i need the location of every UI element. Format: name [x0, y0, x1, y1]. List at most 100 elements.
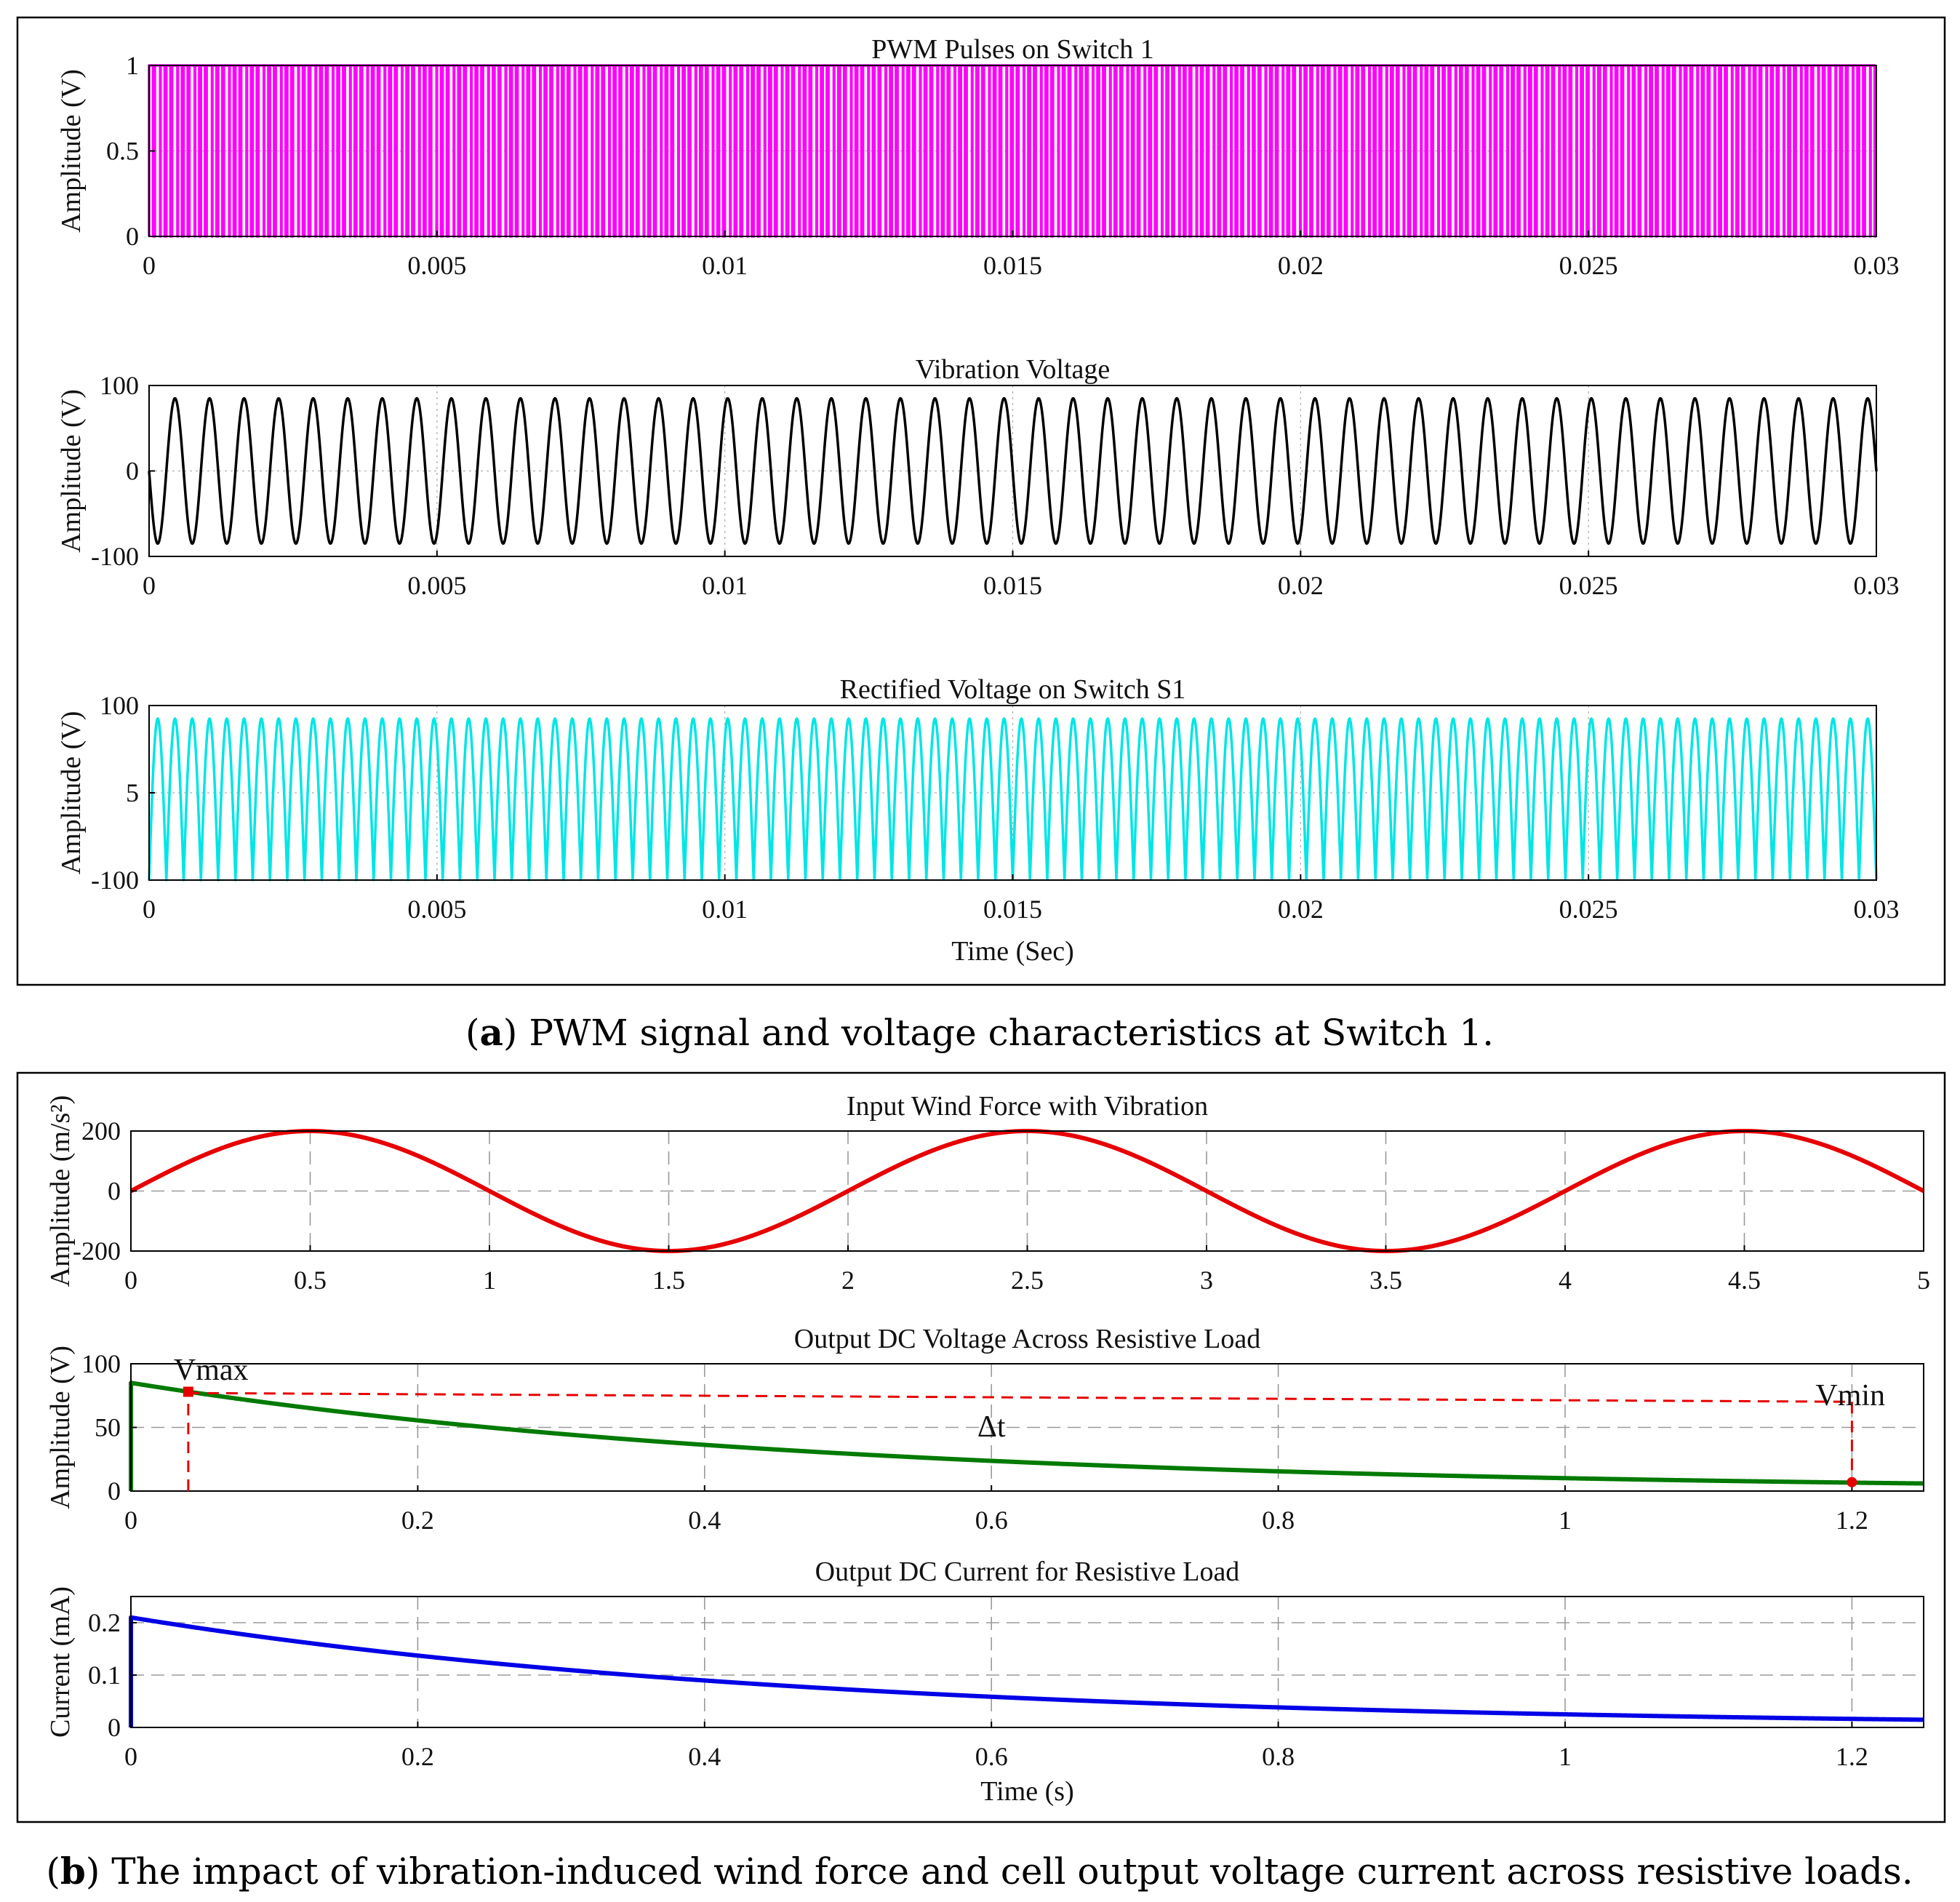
- x-tick-label: 3: [1200, 1266, 1213, 1295]
- x-axis-label: Time (s): [980, 1776, 1073, 1807]
- x-tick-label: 0.03: [1854, 895, 1900, 924]
- x-tick-label: 0.01: [702, 571, 748, 600]
- x-tick-label: 1: [483, 1266, 496, 1295]
- x-tick-label: 0.6: [975, 1506, 1008, 1535]
- caption-b: (b) The impact of vibration-induced wind…: [46, 1850, 1913, 1893]
- x-tick-label: 0.4: [688, 1506, 721, 1535]
- x-tick-label: 0.02: [1278, 895, 1324, 924]
- y-tick-label: 0.5: [106, 137, 139, 166]
- caption-a-text: PWM signal and voltage characteristics a…: [529, 1012, 1494, 1054]
- y-axis-label: Current (mA): [45, 1586, 76, 1738]
- plot-frame: [130, 1596, 1924, 1728]
- x-tick-label: 0: [143, 251, 156, 280]
- series-line: [148, 396, 1878, 546]
- x-tick-label: 3.5: [1369, 1266, 1402, 1295]
- y-tick-label: -100: [91, 542, 139, 571]
- x-tick-label: 0.005: [407, 571, 466, 600]
- x-tick-label: 0: [143, 571, 156, 600]
- y-tick-label: 100: [81, 1349, 121, 1378]
- chart-2: 0 0.005 0.01 0.015 0.02 0.025 0.03-1000100Vibr…: [56, 354, 1900, 600]
- x-tick-label: 4.5: [1728, 1266, 1761, 1295]
- x-tick-label: 0.8: [1262, 1506, 1295, 1535]
- chart-title: Rectified Voltage on Switch S1: [840, 674, 1186, 705]
- chart-title: Output DC Current for Resistive Load: [815, 1557, 1240, 1587]
- x-tick-label: 0.4: [688, 1742, 721, 1771]
- y-tick-label: 0: [126, 222, 139, 251]
- vmax-marker: [183, 1386, 193, 1397]
- chart-3: 0 0.005 0.01 0.015 0.02 0.025 0.03 -100 5 100 Rect…: [56, 674, 1900, 967]
- x-tick-label: 2: [841, 1266, 855, 1295]
- x-tick-label: 0: [124, 1742, 137, 1771]
- x-tick-label: 0.5: [294, 1266, 327, 1295]
- x-tick-label: 1.2: [1836, 1742, 1868, 1771]
- y-axis-label: Amplitude (V): [45, 1346, 76, 1509]
- y-tick-label: 0: [108, 1177, 121, 1206]
- x-tick-label: 0.025: [1559, 895, 1618, 924]
- chart-title: PWM Pulses on Switch 1: [871, 34, 1153, 65]
- x-tick-label: 1.2: [1836, 1506, 1868, 1535]
- series-line: [129, 1615, 1926, 1727]
- delta-t-line: [188, 1391, 1852, 1403]
- panel-b-frame: [16, 1071, 1946, 1823]
- y-tick-label: 100: [100, 371, 139, 400]
- vmin-marker: [1847, 1477, 1857, 1487]
- x-tick-label: 0.015: [983, 251, 1042, 280]
- delta-t-label: Δt: [977, 1410, 1006, 1444]
- chart-title: Output DC Voltage Across Resistive Load: [794, 1324, 1260, 1354]
- caption-b-text: The impact of vibration-induced wind for…: [111, 1850, 1913, 1893]
- series-line: [129, 1380, 1926, 1491]
- y-tick-label: 0: [126, 457, 139, 486]
- y-tick-label: 0: [108, 1477, 121, 1506]
- y-tick-label: 50: [95, 1413, 121, 1442]
- x-tick-label: 0.015: [983, 895, 1042, 924]
- x-tick-label: 0.015: [983, 571, 1042, 600]
- x-tick-label: 1: [1559, 1506, 1572, 1535]
- x-tick-label: 0.01: [702, 251, 748, 280]
- x-tick-label: 0.025: [1559, 251, 1618, 280]
- x-tick-label: 1: [1559, 1742, 1572, 1771]
- chart-6: 0 0.2 0.4 0.6 0.8 1 1.2 0 0.1 0.2 Output DC Curren…: [45, 1557, 1926, 1807]
- chart-title: Vibration Voltage: [916, 354, 1111, 385]
- vmin-label: Vmin: [1815, 1379, 1885, 1412]
- x-tick-label: 0.03: [1854, 251, 1900, 280]
- chart-5: 0 0.2 0.4 0.6 0.8 1 1.2 0 50 100 Output DC Voltage…: [45, 1324, 1926, 1535]
- x-tick-label: 0: [124, 1266, 137, 1295]
- series-line: [148, 64, 1876, 238]
- y-axis-label: Amplitude (V): [56, 69, 87, 233]
- chart-title: Input Wind Force with Vibration: [847, 1091, 1208, 1122]
- y-axis-label: Amplitude (m/s²): [45, 1095, 76, 1287]
- x-tick-label: 0.02: [1278, 251, 1324, 280]
- y-tick-label: 1: [126, 51, 139, 80]
- y-tick-label: -100: [91, 866, 139, 895]
- x-tick-label: 2.5: [1011, 1266, 1044, 1295]
- y-axis-label: Amplitude (V): [56, 389, 87, 553]
- y-tick-label: 0: [108, 1713, 121, 1742]
- x-tick-label: 0.2: [401, 1506, 434, 1535]
- caption-a: (a) PWM signal and voltage characteristi…: [465, 1011, 1494, 1054]
- panel-a-frame: [16, 16, 1946, 986]
- x-tick-label: 0.02: [1278, 571, 1324, 600]
- y-tick-label: 0.1: [88, 1661, 121, 1690]
- caption-b-letter: b: [60, 1850, 86, 1893]
- x-axis-label: Time (Sec): [951, 936, 1074, 967]
- x-tick-label: 0.01: [702, 895, 748, 924]
- y-tick-label: 0.2: [88, 1608, 121, 1637]
- x-tick-label: 0.2: [401, 1742, 434, 1771]
- x-tick-label: 0.6: [975, 1742, 1008, 1771]
- y-axis-label: Amplitude (V): [56, 711, 87, 875]
- x-tick-label: 0: [143, 895, 156, 924]
- y-tick-label: -200: [73, 1236, 121, 1266]
- x-tick-label: 0.025: [1559, 571, 1618, 600]
- caption-a-letter: a: [480, 1011, 503, 1054]
- y-tick-label: 5: [126, 778, 139, 807]
- vmax-label: Vmax: [174, 1354, 249, 1387]
- x-tick-label: 0.8: [1262, 1742, 1295, 1771]
- y-tick-label: 100: [100, 691, 139, 720]
- x-tick-label: 0: [124, 1506, 137, 1535]
- chart-1: 0 0.005 0.01 0.015 0.02 0.025 0.03 0 0.5 1 PWM Pul…: [56, 34, 1900, 280]
- x-tick-label: 5: [1917, 1266, 1930, 1295]
- x-tick-label: 0.03: [1854, 571, 1900, 600]
- x-tick-label: 0.005: [407, 251, 466, 280]
